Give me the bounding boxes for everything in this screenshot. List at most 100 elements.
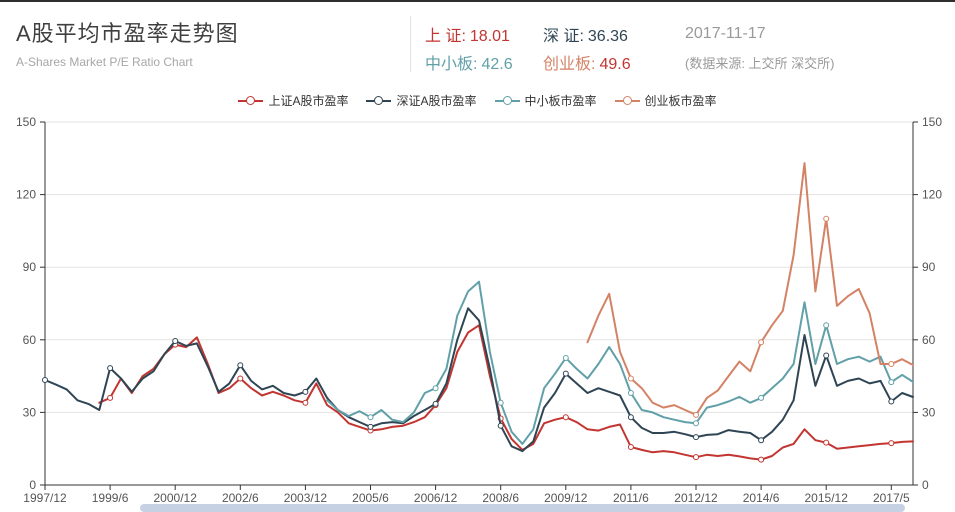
x-tick-label: 2003/12	[284, 491, 328, 505]
x-tick-label: 2014/6	[743, 491, 780, 505]
stat-sme: 中小板: 42.6	[425, 50, 543, 74]
data-point-marker	[237, 362, 244, 369]
stat-sse-label: 上 证:	[425, 28, 466, 45]
x-tick-label: 2005/6	[352, 491, 389, 505]
y-tick-label-right: 150	[922, 115, 942, 129]
data-point-marker	[758, 456, 765, 463]
y-tick-label-left: 60	[23, 333, 37, 347]
data-point-marker	[107, 394, 114, 401]
data-point-marker	[888, 379, 895, 386]
data-point-marker	[758, 394, 765, 401]
data-point-marker	[888, 398, 895, 405]
y-tick-label-left: 90	[23, 260, 37, 274]
data-point-marker	[888, 361, 895, 367]
x-tick-label: 2012/12	[674, 491, 718, 505]
data-point-marker	[302, 399, 309, 406]
x-tick-label: 1997/12	[23, 491, 67, 505]
legend-item-szse[interactable]: 深证A股市盈率	[366, 92, 477, 109]
page-title: A股平均市盈率走势图	[16, 21, 239, 46]
y-tick-label-left: 120	[16, 188, 36, 202]
x-tick-label: 2000/12	[154, 491, 198, 505]
data-point-marker	[562, 354, 569, 361]
stat-szse: 深 证: 36.36	[543, 22, 685, 46]
legend-label: 创业板市盈率	[644, 94, 717, 108]
stat-chinext-value: 49.6	[599, 56, 631, 73]
series-line-szse[interactable]	[44, 307, 914, 453]
legend-line-circle-icon	[238, 95, 264, 106]
data-point-marker	[497, 422, 504, 429]
data-point-marker	[562, 370, 569, 377]
data-point-marker	[823, 439, 830, 446]
page-subtitle: A-Shares Market P/E Ratio Chart	[16, 55, 193, 69]
data-source-note: (数据来源: 上交所 深交所)	[685, 55, 835, 71]
data-point-marker	[562, 414, 569, 421]
legend-item-sme[interactable]: 中小板市盈率	[494, 92, 597, 109]
data-point-marker	[367, 414, 374, 421]
legend-line-circle-icon	[366, 95, 392, 106]
page-top-border	[0, 0, 955, 2]
stat-szse-label: 深 证:	[543, 28, 584, 45]
data-point-marker	[823, 322, 830, 329]
data-point-marker	[758, 339, 765, 346]
stat-sse-value: 18.01	[469, 28, 510, 45]
data-point-marker	[172, 338, 179, 345]
data-point-marker	[627, 414, 634, 421]
data-point-marker	[107, 365, 114, 372]
data-point-marker	[302, 388, 309, 395]
x-tick-label: 2011/6	[613, 491, 649, 505]
chart-legend: 上证A股市盈率 深证A股市盈率 中小板市盈率 创业板市盈率	[0, 92, 955, 109]
data-point-marker	[758, 437, 765, 444]
stat-sme-label: 中小板:	[425, 56, 478, 73]
data-point-marker	[42, 376, 48, 383]
header-divider	[410, 16, 411, 72]
legend-label: 上证A股市盈率	[268, 94, 349, 108]
legend-label: 中小板市盈率	[524, 94, 597, 108]
series-line-sme[interactable]	[326, 280, 914, 445]
data-point-marker	[432, 385, 439, 392]
data-point-marker	[432, 400, 439, 407]
x-tick-label: 2006/12	[414, 491, 458, 505]
y-tick-label-left: 0	[29, 478, 36, 492]
x-tick-label: 1999/6	[92, 491, 129, 505]
legend-line-circle-icon	[614, 95, 640, 106]
series-line-chinext[interactable]	[586, 162, 914, 416]
x-tick-label: 2002/6	[222, 491, 259, 505]
data-point-marker	[823, 352, 830, 359]
x-tick-label: 2009/12	[544, 491, 588, 505]
y-tick-label-right: 0	[922, 478, 929, 492]
stat-sse: 上 证: 18.01	[425, 22, 543, 46]
data-point-marker	[627, 375, 634, 382]
x-tick-label: 2017/5	[873, 491, 910, 505]
data-point-marker	[693, 420, 699, 427]
y-tick-label-right: 60	[922, 333, 936, 347]
stat-sme-value: 42.6	[481, 56, 513, 73]
y-tick-label-right: 120	[922, 188, 942, 202]
y-tick-label-right: 90	[922, 260, 936, 274]
legend-item-chinext[interactable]: 创业板市盈率	[614, 92, 717, 109]
legend-line-circle-icon	[494, 95, 520, 106]
data-point-marker	[693, 411, 699, 418]
data-point-marker	[888, 440, 895, 447]
stat-chinext-label: 创业板:	[543, 56, 596, 73]
horizontal-scrollbar-thumb[interactable]	[140, 504, 905, 512]
stat-chinext: 创业板: 49.6	[543, 50, 685, 74]
y-tick-label-left: 150	[16, 115, 36, 129]
data-point-marker	[693, 454, 699, 461]
data-point-marker	[627, 444, 634, 451]
x-tick-label: 2015/12	[805, 491, 849, 505]
data-point-marker	[693, 434, 699, 441]
y-tick-label-left: 30	[23, 405, 37, 419]
x-tick-label: 2008/6	[482, 491, 519, 505]
legend-item-sse[interactable]: 上证A股市盈率	[238, 92, 348, 109]
data-point-marker	[237, 375, 244, 382]
data-point-marker	[367, 423, 374, 430]
legend-label: 深证A股市盈率	[396, 94, 477, 108]
market-stats: 上 证: 18.01 深 证: 36.36 2017-11-17 中小板: 42.6 创业板:…	[425, 20, 835, 76]
data-point-marker	[627, 390, 634, 397]
stat-szse-value: 36.36	[587, 28, 628, 45]
series-line-sse[interactable]	[98, 324, 914, 461]
y-tick-label-right: 30	[922, 405, 936, 419]
data-point-marker	[497, 399, 504, 406]
data-point-marker	[823, 215, 830, 222]
